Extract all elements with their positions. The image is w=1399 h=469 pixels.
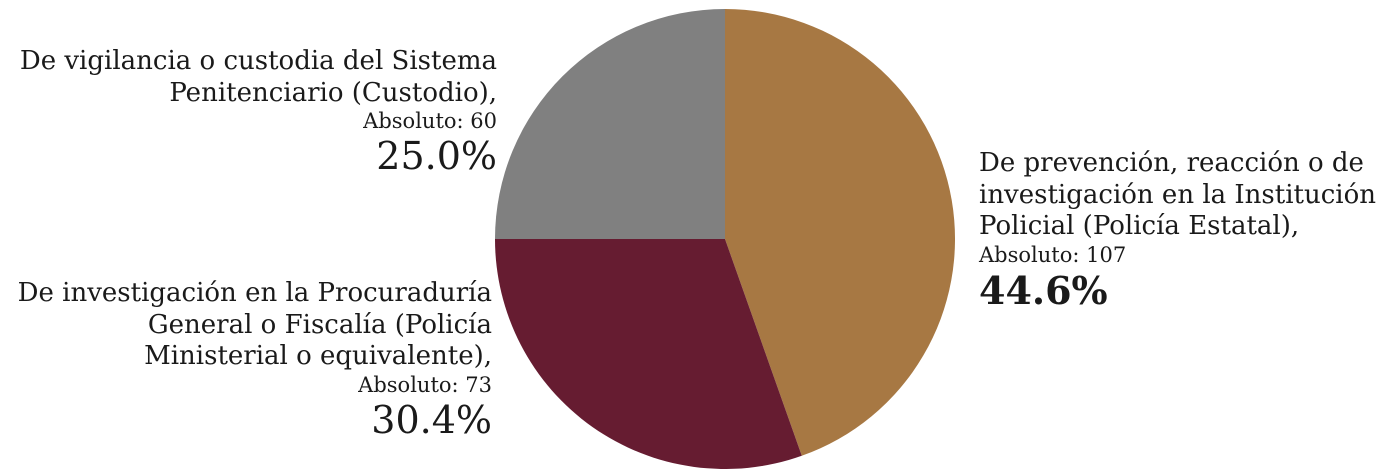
slice-label-ministerial: De investigación en la Procuraduría Gene… (17, 278, 492, 372)
slice-custodio (495, 9, 725, 239)
slice-absolute-policia-estatal: Absoluto: 107 (979, 243, 1127, 268)
label-ministerial: De investigación en la Procuraduría Gene… (0, 278, 492, 442)
slice-label-policia-estatal: De prevención, reacción o de investigaci… (979, 148, 1376, 242)
slice-absolute-ministerial: Absoluto: 73 (358, 373, 492, 398)
label-policia-estatal: De prevención, reacción o de investigaci… (979, 148, 1394, 312)
label-custodio: De vigilancia o custodia del Sistema Pen… (0, 46, 497, 179)
slice-policia-estatal (725, 9, 956, 456)
slice-absolute-custodio: Absoluto: 60 (363, 109, 497, 134)
slice-label-custodio: De vigilancia o custodia del Sistema Pen… (19, 46, 497, 108)
pie-slices (495, 9, 956, 469)
slice-percent-custodio: 25.0% (376, 134, 497, 179)
slice-percent-ministerial: 30.4% (371, 397, 492, 442)
slice-percent-policia-estatal: 44.6% (979, 267, 1108, 313)
slice-ministerial (495, 239, 802, 469)
